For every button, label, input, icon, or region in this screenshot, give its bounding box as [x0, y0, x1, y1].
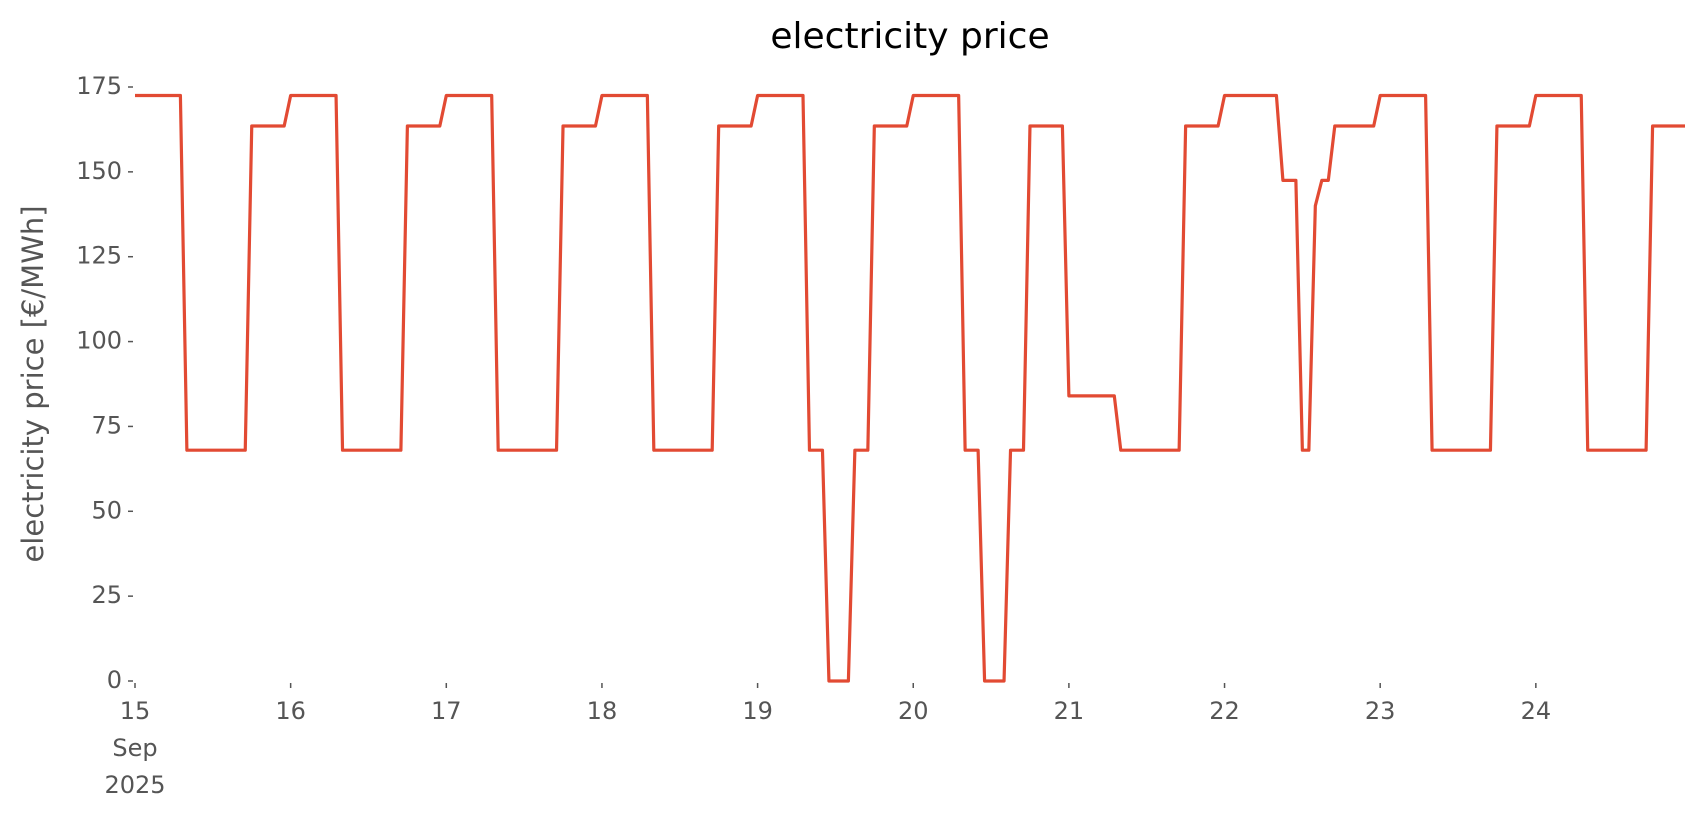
x-tick-label-line: Sep — [112, 734, 157, 762]
y-tick-label: 125 — [76, 242, 122, 270]
x-tick-label: 17 — [431, 697, 462, 725]
chart-title: electricity price — [770, 16, 1049, 57]
x-tick-label: 19 — [742, 697, 773, 725]
y-tick-label: 50 — [91, 496, 122, 524]
x-tick-label: 23 — [1365, 697, 1396, 725]
x-tick-label: 16 — [275, 697, 306, 725]
x-tick-label: 21 — [1054, 697, 1085, 725]
y-tick-label: 100 — [76, 327, 122, 355]
x-tick-label: 24 — [1521, 697, 1552, 725]
x-tick-label: 20 — [898, 697, 929, 725]
y-tick-label: 175 — [76, 72, 122, 100]
y-axis-label: electricity price [€/MWh] — [16, 205, 50, 562]
y-tick-label: 75 — [91, 411, 122, 439]
x-tick-label: 18 — [587, 697, 618, 725]
x-tick-label-line: 2025 — [104, 771, 165, 799]
price-line — [135, 93, 1685, 683]
y-tick-label: 150 — [76, 157, 122, 185]
y-tick-label: 0 — [107, 666, 122, 694]
y-tick-label: 25 — [91, 581, 122, 609]
x-tick-label-line: 15 — [120, 697, 151, 725]
x-tick-label: 15 Sep 2025 — [104, 697, 165, 799]
x-tick-label: 22 — [1209, 697, 1240, 725]
